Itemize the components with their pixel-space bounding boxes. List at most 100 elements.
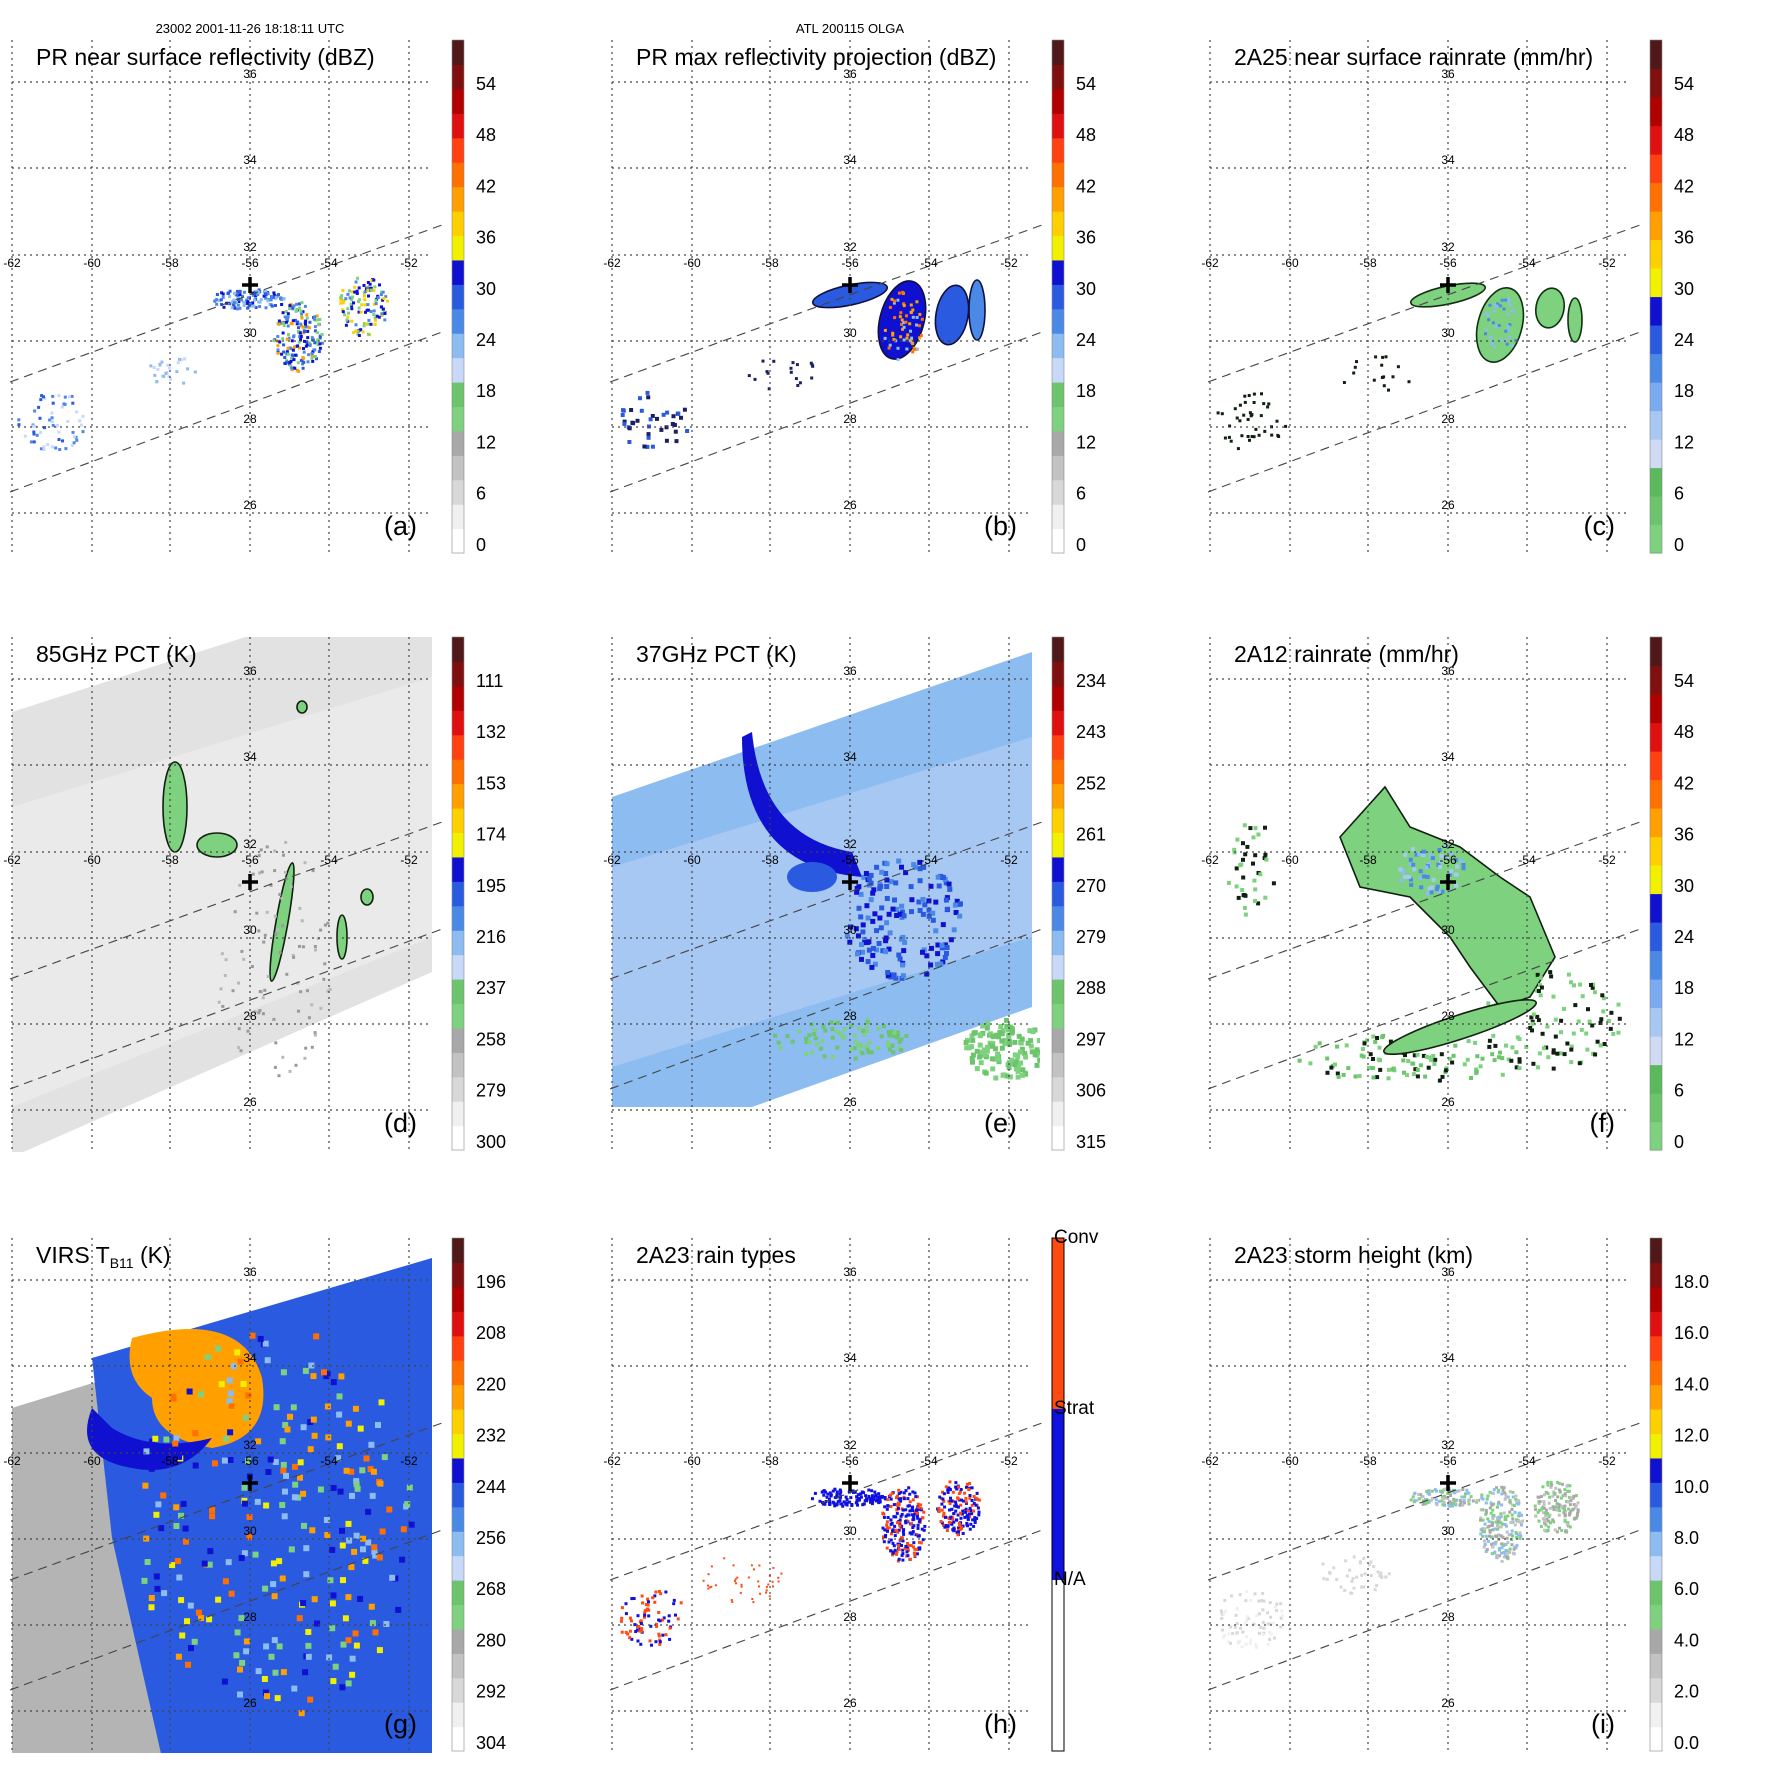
pixel	[852, 1033, 857, 1038]
pixel	[1505, 1552, 1509, 1556]
pixel	[237, 1358, 244, 1365]
pixel	[1453, 1501, 1457, 1505]
pixel	[1500, 1485, 1504, 1489]
pixel	[72, 435, 76, 439]
pixel	[1236, 895, 1241, 900]
pixel	[901, 1552, 905, 1556]
pixel	[303, 1571, 310, 1578]
pixel	[1006, 1038, 1012, 1044]
colorbar-segment	[452, 162, 464, 188]
pixel	[899, 311, 903, 315]
colorbar-segment	[1650, 382, 1662, 412]
pixel	[901, 290, 905, 294]
pixel	[255, 1668, 262, 1675]
pixel	[1029, 1049, 1035, 1055]
pixel	[911, 862, 917, 868]
pixel	[1004, 1073, 1010, 1079]
pixel	[233, 301, 237, 305]
pixel	[1448, 1489, 1452, 1493]
pixel	[1542, 1500, 1546, 1504]
pixel	[965, 1485, 968, 1489]
pixel	[306, 336, 310, 340]
colorbar-segment	[1052, 637, 1064, 663]
panel-title: 2A12 rainrate (mm/hr)	[1234, 641, 1459, 667]
pixel	[368, 1603, 375, 1610]
pixel	[280, 1369, 287, 1376]
pixel	[1223, 1634, 1227, 1637]
pixel	[628, 1636, 632, 1640]
pixel	[970, 1499, 974, 1502]
pixel	[876, 1046, 880, 1050]
pixel	[685, 429, 690, 433]
colorbar-segment	[452, 637, 464, 663]
lon-label: -62	[603, 853, 621, 867]
pixel	[968, 1506, 972, 1510]
colorbar-category-label: N/A	[1054, 1569, 1086, 1590]
pixel	[893, 316, 897, 320]
pixel	[895, 1035, 900, 1040]
colorbar-segment	[452, 1360, 464, 1386]
pixel	[876, 941, 882, 946]
pixel	[1256, 832, 1261, 837]
pixel	[1558, 1490, 1562, 1494]
pixel	[176, 1453, 183, 1460]
pixel	[365, 1539, 372, 1546]
colorbar-tick-label: 196	[476, 1272, 506, 1292]
pixel	[1023, 1071, 1029, 1077]
pixel	[285, 320, 288, 324]
pixel	[284, 1426, 291, 1433]
pixel	[1413, 1491, 1417, 1495]
pixel	[1496, 1490, 1500, 1494]
pixel	[365, 1508, 372, 1515]
pixel	[318, 317, 322, 321]
pixel	[338, 1373, 345, 1380]
pixel	[294, 1063, 298, 1067]
pixel	[1226, 1640, 1230, 1644]
pixel	[198, 1391, 204, 1398]
pixel	[273, 1404, 280, 1411]
pixel	[1263, 852, 1268, 857]
pixel	[268, 1653, 275, 1660]
pixel	[34, 425, 38, 429]
pixel	[276, 348, 280, 352]
pixel	[1598, 1043, 1603, 1048]
colorbar-segment	[1052, 64, 1064, 90]
colorbar-tick-label: 54	[1076, 74, 1096, 94]
pixel	[1482, 1530, 1486, 1534]
pixel	[908, 1492, 912, 1496]
panel-title: 85GHz PCT (K)	[36, 641, 197, 667]
pixel	[941, 1497, 945, 1501]
pixel	[1537, 1051, 1542, 1056]
pixel	[279, 1438, 286, 1445]
swath-edge-north	[1207, 1422, 1641, 1581]
pixel	[1434, 887, 1439, 892]
pixel	[740, 1583, 743, 1586]
pixel	[1333, 1062, 1337, 1067]
pixel	[916, 1495, 919, 1499]
pixel	[1554, 1486, 1558, 1490]
pixel	[1538, 993, 1543, 998]
pixel	[674, 1613, 677, 1617]
pixel	[1255, 1613, 1259, 1617]
pixel	[885, 1546, 889, 1550]
colorbar-frame	[1051, 39, 1065, 554]
pixel	[1355, 360, 1358, 364]
pixel	[344, 323, 348, 327]
pixel	[1537, 1502, 1541, 1505]
pixel	[902, 1532, 906, 1536]
pixel	[1246, 418, 1250, 421]
pixel	[355, 292, 359, 295]
pixel	[870, 1489, 874, 1493]
pixel	[888, 1493, 892, 1497]
pixel	[1349, 1591, 1353, 1595]
colorbar-tick-label: 18.0	[1674, 1272, 1709, 1292]
pixel	[1601, 1009, 1606, 1014]
pixel	[1498, 1515, 1502, 1519]
lon-label: -62	[1201, 853, 1219, 867]
pixel	[155, 380, 159, 384]
pixel	[238, 289, 242, 293]
pixel	[852, 1490, 855, 1494]
pixel	[375, 314, 379, 318]
pixel	[885, 1526, 889, 1530]
